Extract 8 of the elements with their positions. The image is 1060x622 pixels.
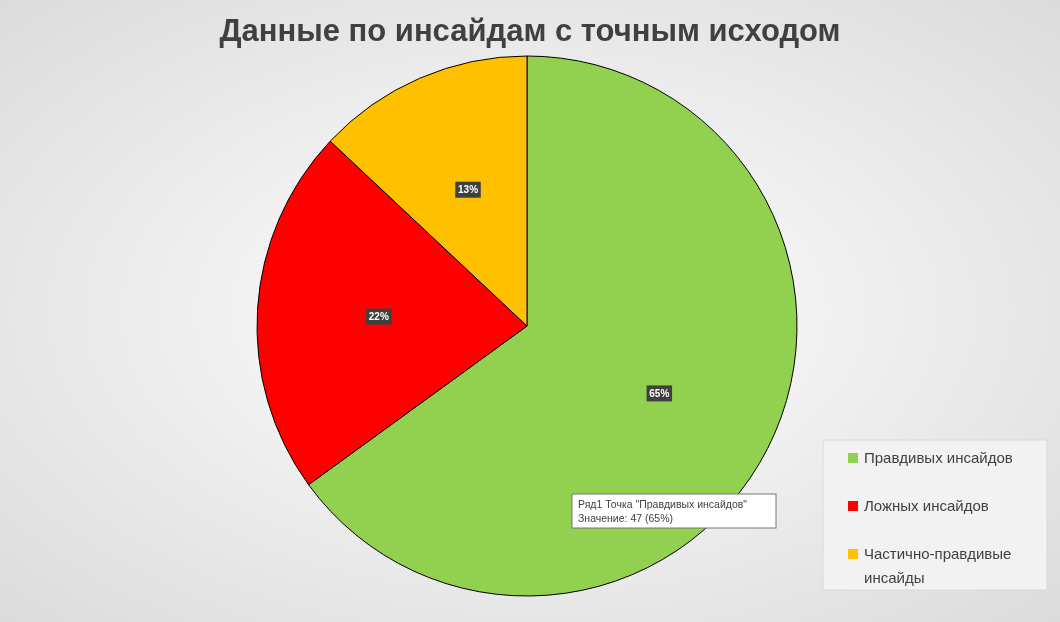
data-label: 22% xyxy=(368,311,389,323)
data-label: 65% xyxy=(649,387,670,399)
slice-label: Правдивых инсайдов xyxy=(864,449,1013,466)
tooltip: Ряд1 Точка "Правдивых инсайдов" Значение: 47 (65%) xyxy=(571,493,777,529)
chart-title: Данные по инсайдам с точным исходом xyxy=(219,13,841,48)
data-label: 13% xyxy=(458,184,479,196)
legend-label: Ложных инсайдов xyxy=(864,497,989,514)
legend-label: Частично-правдивые инсайды xyxy=(864,545,1012,586)
